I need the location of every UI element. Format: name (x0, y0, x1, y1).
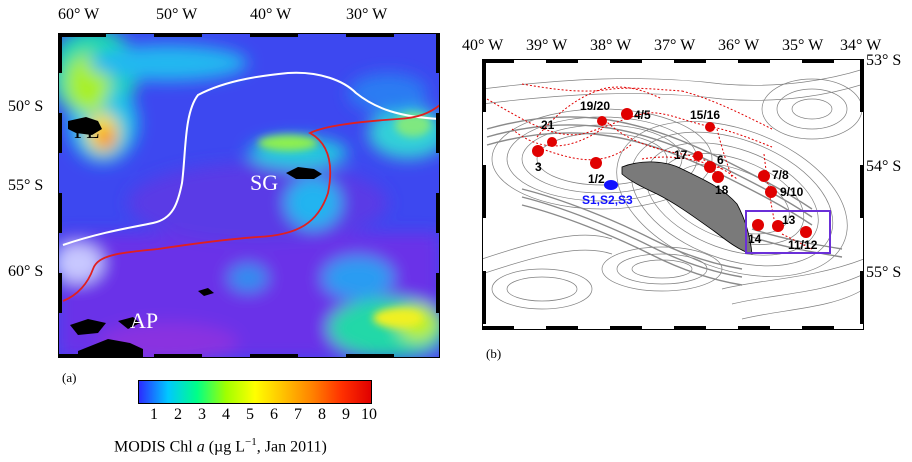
colorbar-tick-2: 2 (174, 406, 182, 423)
station-label-6: 6 (717, 153, 724, 167)
station-label-1-2: 1/2 (588, 172, 605, 186)
station-3-marker (532, 145, 544, 157)
station-18-marker (712, 171, 724, 183)
panel-a-lon-label-50: 50° W (156, 6, 198, 23)
panel-b-lat-label-55: 55° S (866, 264, 902, 281)
station-6-marker (704, 161, 716, 173)
southern-acc-front-line (62, 104, 440, 302)
colorbar-tick-7: 7 (294, 406, 302, 423)
colorbar-tick-4: 4 (222, 406, 230, 423)
panel-a-lon-label-60: 60° W (58, 6, 100, 23)
panel-a-lat-label-60: 60° S (8, 263, 44, 280)
panel-b-lat-label-54: 54° S (866, 158, 902, 175)
panel-b-lon-label-35: 35° W (782, 37, 824, 54)
antarctic-peninsula-land (70, 288, 214, 358)
station-9-10-marker (765, 186, 777, 198)
colorbar-tick-8: 8 (318, 406, 326, 423)
panel-b-lon-label-36: 36° W (718, 37, 760, 54)
frame-ticks (58, 33, 440, 358)
polar-front-line (62, 71, 440, 246)
station-label-18: 18 (715, 183, 729, 197)
panel-a-label: (a) (62, 370, 77, 385)
falkland-islands-land (68, 117, 102, 135)
station-label-11-12: 11/12 (788, 238, 818, 252)
station-14-marker (752, 219, 764, 231)
station-1-2-marker (590, 157, 602, 169)
panel-b-label: (b) (486, 346, 502, 361)
bathymetry-station-map (482, 59, 864, 330)
colorbar-tick-9: 9 (342, 406, 350, 423)
region-label-sg: SG (250, 170, 279, 195)
station-label-15-16: 15/16 (690, 108, 721, 122)
region-label-ap: AP (130, 308, 159, 333)
colorbar (138, 380, 372, 404)
panel-a-lat-label-55: 55° S (8, 177, 44, 194)
frame-ticks (482, 59, 864, 330)
station-label-21: 21 (541, 118, 555, 132)
panel-b-lon-label-39: 39° W (526, 37, 568, 54)
panel-b-lon-label-40: 40° W (462, 37, 504, 54)
station-17-marker (693, 151, 703, 161)
panel-b-lat-label-53: 53° S (866, 52, 902, 69)
station-21-marker (547, 137, 557, 147)
region-label-fl: FL (74, 118, 100, 143)
colorbar-title: MODIS Chl a (µg L−1, Jan 2011) (114, 436, 327, 456)
chlorophyll-map (58, 33, 440, 358)
station-label-17: 17 (674, 148, 688, 162)
south-georgia-land (286, 167, 322, 179)
panel-a-lon-label-30: 30° W (346, 6, 388, 23)
station-15-16-marker (705, 122, 715, 132)
sampling-stations (532, 108, 812, 238)
panel-a-lon-label-40: 40° W (250, 6, 292, 23)
station-label-9-10: 9/10 (780, 185, 804, 199)
panel-a-lat-label-50: 50° S (8, 98, 44, 115)
station-label-4-5: 4/5 (634, 108, 651, 122)
station-4-5-marker (621, 108, 633, 120)
station-7-8-marker (758, 170, 770, 182)
station-label-3: 3 (535, 160, 542, 174)
panel-b-lon-label-38: 38° W (590, 37, 632, 54)
station-19-20-marker (597, 116, 607, 126)
colorbar-tick-5: 5 (246, 406, 254, 423)
panel-b-lon-label-37: 37° W (654, 37, 696, 54)
control-station-marker (604, 180, 618, 190)
control-station-label: S1,S2,S3 (582, 193, 633, 207)
station-13-marker (772, 220, 784, 232)
station-label-7-8: 7/8 (772, 168, 789, 182)
station-11-12-marker (800, 226, 812, 238)
colorbar-tick-6: 6 (270, 406, 278, 423)
colorbar-tick-1: 1 (150, 406, 158, 423)
station-label-19-20: 19/20 (580, 99, 611, 113)
station-label-13: 13 (782, 213, 796, 227)
panel-b-lon-label-34: 34° W (840, 37, 882, 54)
colorbar-tick-3: 3 (198, 406, 206, 423)
colorbar-tick-10: 10 (361, 406, 377, 423)
station-label-14: 14 (748, 232, 762, 246)
study-area-box (745, 210, 831, 254)
